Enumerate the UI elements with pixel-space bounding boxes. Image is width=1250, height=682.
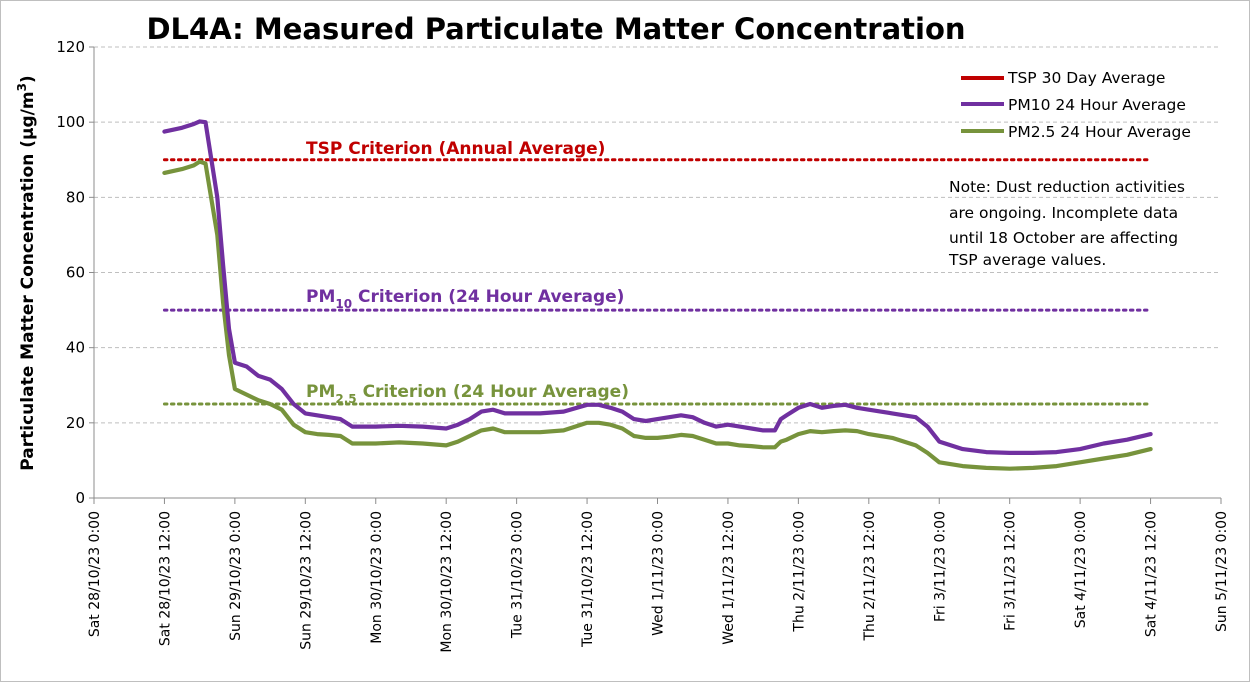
- y-axis-label-sup: 3: [15, 83, 29, 91]
- x-tick-label: Sun 5/11/23 0:00: [1214, 511, 1230, 632]
- y-axis-label: Particulate Matter Concentration (µg/m3): [15, 75, 38, 470]
- y-axis-label-main: Particulate Matter Concentration (µg/m: [18, 91, 38, 470]
- x-tick-label: Wed 1/11/23 12:00: [721, 511, 737, 645]
- x-tick-label: Sat 28/10/23 12:00: [157, 511, 173, 646]
- y-tick-label: 100: [56, 113, 85, 131]
- x-tick-label: Sat 28/10/23 0:00: [87, 511, 103, 637]
- pm10-criterion-label: PM10 Criterion (24 Hour Average): [306, 287, 624, 311]
- x-tick-label: Mon 30/10/23 12:00: [439, 511, 455, 653]
- chart-title: DL4A: Measured Particulate Matter Concen…: [146, 12, 965, 46]
- x-tick-label: Wed 1/11/23 0:00: [651, 511, 667, 636]
- x-tick-label: Mon 30/10/23 0:00: [369, 511, 385, 644]
- y-tick-label: 80: [66, 188, 85, 206]
- x-tick-label: Fri 3/11/23 0:00: [932, 511, 948, 622]
- y-tick-label: 40: [66, 339, 85, 357]
- legend-label-pm25: PM2.5 24 Hour Average: [1008, 123, 1191, 141]
- tsp-criterion-label: TSP Criterion (Annual Average): [306, 139, 605, 159]
- note-line-3: until 18 October are affecting: [949, 229, 1178, 247]
- legend-label-tsp: TSP 30 Day Average: [1007, 69, 1165, 87]
- x-tick-label: Tue 31/10/23 0:00: [510, 511, 526, 639]
- x-tick-label: Sat 4/11/23 0:00: [1073, 511, 1089, 628]
- series-line-2: [162, 159, 1153, 471]
- y-tick-label: 20: [66, 414, 85, 432]
- x-tick-label: Tue 31/10/23 12:00: [580, 511, 596, 648]
- note-annotation: Note: Dust reduction activities are ongo…: [948, 178, 1185, 269]
- x-tick-label: Thu 2/11/23 12:00: [862, 511, 878, 642]
- x-tick-label: Fri 3/11/23 12:00: [1003, 511, 1019, 631]
- x-tick-labels: Sat 28/10/23 0:00 Sat 28/10/23 12:00 Sun 2…: [87, 511, 1230, 653]
- pm25-criterion-label: PM2.5 Criterion (24 Hour Average): [306, 382, 629, 406]
- x-tick-label: Sun 29/10/23 0:00: [228, 511, 244, 641]
- x-tick-label: Sat 4/11/23 12:00: [1144, 511, 1160, 637]
- axes: [89, 46, 1222, 504]
- y-tick-label: 120: [56, 38, 85, 56]
- note-line-2: are ongoing. Incomplete data: [949, 204, 1178, 222]
- x-tick-label: Sun 29/10/23 12:00: [298, 511, 314, 650]
- series-line-1: [162, 119, 1153, 455]
- y-axis-label-close: ): [18, 75, 38, 83]
- y-tick-label: 60: [66, 264, 85, 282]
- series-lines: [162, 119, 1153, 471]
- legend: TSP 30 Day Average PM10 24 Hour Average …: [961, 69, 1191, 141]
- criterion-labels: TSP Criterion (Annual Average) PM10 Crit…: [306, 139, 629, 406]
- criterion-lines: [162, 158, 1153, 406]
- note-line-1: Note: Dust reduction activities: [949, 178, 1185, 196]
- x-tick-label: Thu 2/11/23 0:00: [791, 511, 807, 633]
- legend-label-pm10: PM10 24 Hour Average: [1008, 96, 1186, 114]
- y-tick-label: 0: [75, 489, 85, 507]
- note-line-4: TSP average values.: [948, 251, 1106, 269]
- y-tick-labels: 0 20 40 60 80 100 120: [56, 38, 85, 507]
- gridlines: [94, 46, 1221, 424]
